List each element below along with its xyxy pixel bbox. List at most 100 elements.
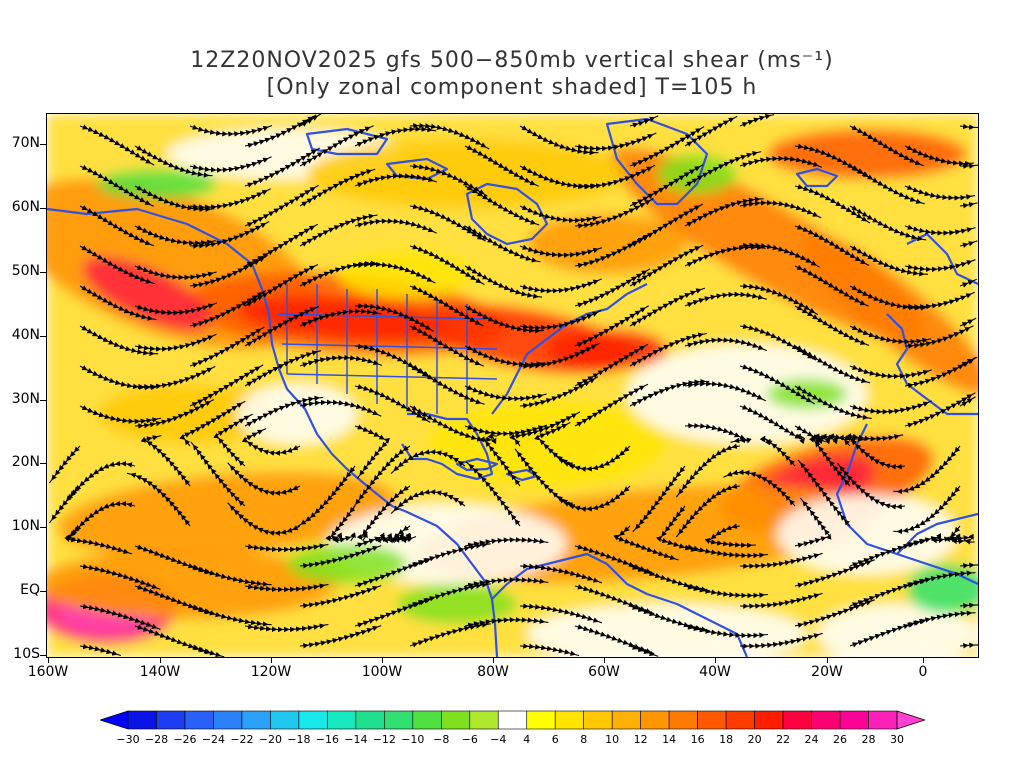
colorbar-segment: [668, 710, 698, 730]
streamline: [904, 259, 976, 273]
streamline: [299, 585, 382, 609]
shading-blob: [767, 129, 967, 179]
colorbar-label: 12: [633, 733, 648, 746]
colorbar-segment: [127, 710, 157, 730]
shading-blob: [527, 214, 687, 274]
longitude-tick: [827, 657, 828, 663]
colorbar-label: 4: [523, 733, 531, 746]
streamline: [739, 592, 823, 609]
streamline: [794, 599, 875, 628]
longitude-label: 140W: [139, 664, 181, 680]
streamline: [519, 563, 603, 584]
colorbar-segment: [697, 710, 727, 730]
shear-map: [47, 114, 978, 657]
streamline: [904, 356, 978, 389]
streamline: [574, 305, 649, 348]
streamline: [739, 114, 775, 128]
streamline: [79, 643, 122, 657]
colorbar-segment: [554, 710, 585, 730]
streamline-layer: [48, 114, 978, 657]
latitude-label: EQ: [20, 582, 40, 598]
colorbar-segment: [412, 710, 442, 730]
colorbar-label: −18: [287, 733, 311, 746]
latitude-label: 70N: [11, 135, 40, 151]
streamline: [629, 115, 659, 128]
colorbar-label: −14: [344, 733, 368, 746]
colorbar-label: 8: [580, 733, 588, 746]
longitude-label: 100W: [361, 664, 403, 680]
streamline: [189, 254, 268, 289]
streamline: [409, 622, 491, 648]
streamline: [959, 240, 978, 248]
colorbar-segment: [241, 710, 271, 730]
streamline: [244, 395, 324, 427]
streamline: [959, 123, 978, 130]
colorbar: [100, 710, 925, 730]
longitude-tick: [48, 657, 49, 663]
colorbar-label: −10: [401, 733, 425, 746]
streamline: [519, 125, 599, 156]
streamline: [797, 459, 851, 527]
shading-blob: [777, 494, 957, 574]
streamline: [794, 385, 872, 420]
longitude-label: 120W: [250, 664, 292, 680]
streamline: [904, 291, 975, 310]
streamline: [79, 325, 159, 357]
streamline: [959, 562, 978, 569]
streamline: [959, 602, 978, 609]
streamline: [739, 552, 823, 569]
streamline: [739, 632, 823, 649]
streamline: [64, 525, 133, 555]
colorbar-label: 28: [861, 733, 876, 746]
colorbar-segment: [782, 710, 812, 730]
colorbar-label: 20: [747, 733, 762, 746]
shading-blob: [547, 329, 667, 369]
streamline: [629, 126, 705, 168]
streamline: [189, 364, 264, 408]
shading-blob: [657, 154, 737, 194]
longitude-label: 80W: [477, 664, 509, 680]
colorbar-segment: [811, 710, 841, 730]
streamline: [684, 422, 752, 444]
streamline: [794, 559, 875, 588]
colorbar-segment: [469, 710, 499, 730]
latitude-label: 60N: [11, 199, 40, 215]
map-plot-area: [46, 113, 979, 658]
colorbar-label: −16: [315, 733, 339, 746]
colorbar-segment: [611, 710, 641, 730]
longitude-label: 0: [918, 664, 928, 680]
streamline: [574, 232, 652, 269]
longitude-tick: [923, 657, 924, 663]
colorbar-label: 6: [551, 733, 559, 746]
colorbar-left-arrow: [100, 710, 129, 730]
streamline: [904, 392, 976, 428]
colorbar-segment: [213, 710, 243, 730]
streamline: [574, 268, 651, 308]
colorbar-segment: [526, 710, 556, 730]
streamline: [959, 163, 978, 169]
streamline: [390, 489, 466, 514]
colorbar-label: −8: [433, 733, 450, 746]
colorbar-right-arrow: [896, 710, 925, 730]
streamline: [629, 644, 659, 657]
streamline: [959, 202, 978, 209]
longitude-tick: [160, 657, 161, 663]
chart-title-line-2: [Only zonal component shaded] T=105 h: [266, 75, 758, 100]
streamline: [464, 225, 541, 263]
latitude-tick: [40, 463, 46, 464]
streamline: [126, 472, 191, 527]
shading-blob: [237, 384, 357, 444]
longitude-label: 20W: [811, 664, 843, 680]
streamline: [632, 465, 686, 533]
streamline: [189, 290, 267, 328]
longitude-tick: [604, 657, 605, 663]
colorbar-label: 14: [662, 733, 677, 746]
streamline: [759, 435, 796, 467]
latitude-tick: [40, 527, 46, 528]
shading-blob: [287, 544, 407, 584]
colorbar-label: −28: [144, 733, 169, 746]
longitude-tick: [271, 657, 272, 663]
colorbar-label: −24: [201, 733, 226, 746]
streamline: [465, 461, 521, 527]
streamline: [354, 597, 435, 628]
